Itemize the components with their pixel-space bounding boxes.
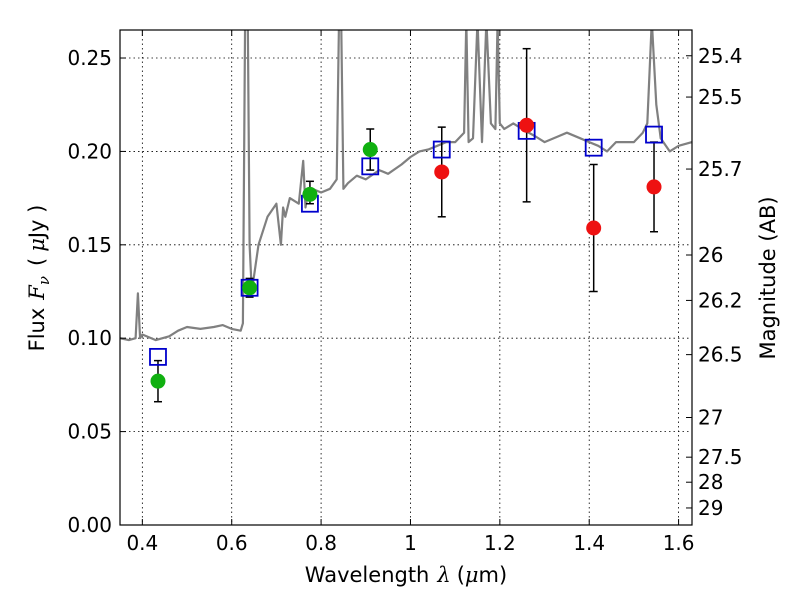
x-tick-label: 0.8: [305, 531, 337, 555]
magnitude-tick-label: 25.7: [698, 157, 743, 181]
magnitude-tick-label: 25.5: [698, 85, 743, 109]
magnitude-axis-label: Magnitude (AB): [756, 196, 780, 359]
magnitude-tick-label: 28: [698, 470, 723, 494]
model-square-marker: [240, 278, 259, 297]
magnitude-tick-label: 25.4: [698, 44, 743, 68]
x-axis: 0.4 0.6 0.8 1 1.2 1.4 1.6: [126, 30, 695, 555]
y-tick-label: 0.25: [67, 46, 112, 70]
magnitude-tick-label: 27.5: [698, 445, 743, 469]
y-tick-label: 0.15: [67, 233, 112, 257]
observed-nir-point: [519, 117, 535, 133]
plot-frame: [119, 29, 693, 526]
y-axis: 0.00 0.05 0.10 0.15 0.20 0.25: [67, 46, 126, 537]
magnitude-tick-label: 26: [698, 243, 723, 267]
grid-lines: [120, 30, 692, 526]
observed-optical-point: [362, 142, 378, 158]
y-tick-label: 0.20: [67, 139, 112, 163]
y-tick-label: 0.05: [67, 420, 112, 444]
magnitude-tick-label: 26.5: [698, 343, 743, 367]
observed-optical-point: [302, 186, 318, 202]
model-square-marker: [149, 347, 167, 366]
observed-nir-point: [586, 220, 602, 236]
y-tick-label: 0.00: [67, 513, 112, 537]
observed-nir-point: [434, 164, 450, 180]
x-tick-label: 1.6: [663, 531, 695, 555]
x-tick-label: 0.6: [216, 531, 248, 555]
x-tick-label: 1.4: [573, 531, 605, 555]
model-square-marker: [361, 157, 380, 176]
observed-optical-point: [150, 373, 166, 389]
model-spectrum-layer: [120, 30, 692, 342]
y-tick-label: 0.10: [67, 326, 112, 350]
model-square-marker: [432, 140, 451, 159]
data-points-layer: [149, 47, 663, 403]
magnitude-tick-label: 26.2: [698, 288, 743, 312]
x-tick-label: 1: [404, 531, 417, 555]
x-tick-label: 1.2: [484, 531, 516, 555]
y-axis-label: FluxFν(μJy ): [25, 205, 53, 352]
model-square-marker: [645, 125, 663, 144]
x-tick-label: 0.4: [126, 531, 158, 555]
model-spectrum-line: [120, 30, 692, 342]
magnitude-tick-label: 29: [698, 496, 723, 520]
observed-nir-point: [646, 179, 662, 195]
x-axis-label: Wavelength λ (μm): [305, 563, 507, 587]
observed-optical-point: [242, 280, 258, 296]
magnitude-tick-label: 27: [698, 406, 723, 430]
model-square-marker: [584, 138, 603, 157]
